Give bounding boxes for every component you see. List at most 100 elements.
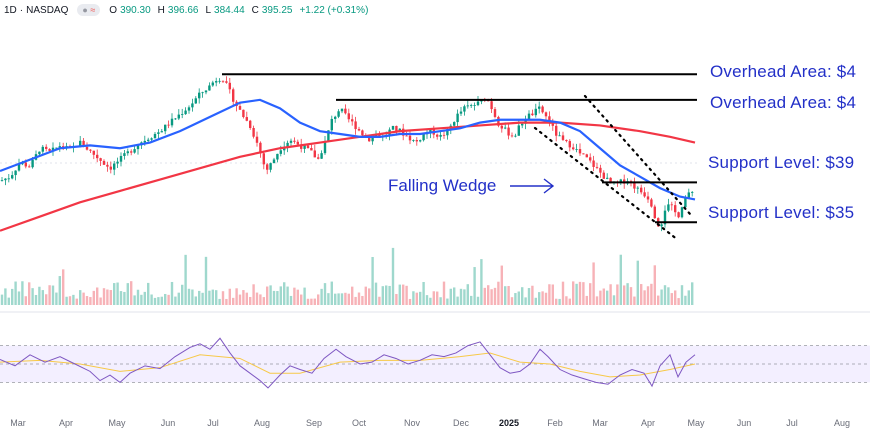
- candle-body: [116, 161, 119, 164]
- volume-bar: [473, 267, 476, 305]
- candle-body: [534, 108, 537, 116]
- volume-bar: [266, 286, 269, 305]
- candle-body: [391, 125, 395, 130]
- candle-body: [490, 101, 493, 110]
- volume-bar: [653, 265, 656, 305]
- volume-bar: [228, 288, 231, 305]
- candle-body: [470, 105, 473, 106]
- market-status-badge[interactable]: ● ≈: [77, 4, 101, 16]
- moving-average-fast-line: [0, 98, 696, 201]
- candle-body: [442, 134, 446, 136]
- volume-bar: [31, 288, 34, 305]
- candle-body: [150, 138, 153, 140]
- candle-body: [289, 140, 293, 143]
- volume-bar: [300, 294, 303, 305]
- volume-bar: [306, 298, 310, 305]
- candle-body: [147, 139, 150, 141]
- candle-body: [255, 136, 259, 143]
- volume-bar: [150, 294, 153, 305]
- volume-bar: [514, 293, 517, 305]
- candle-body: [109, 166, 112, 170]
- volume-bar: [626, 283, 629, 305]
- volume-bar: [612, 295, 616, 305]
- volume-bar: [531, 285, 534, 305]
- volume-bar: [164, 293, 167, 305]
- volume-bar: [578, 281, 582, 305]
- volume-bar: [119, 291, 123, 305]
- exchange: NASDAQ: [26, 4, 69, 16]
- candle-body: [330, 118, 333, 131]
- volume-bar: [388, 285, 391, 305]
- volume-bar: [136, 289, 140, 305]
- candle-body: [133, 149, 136, 153]
- candle-body: [48, 148, 51, 151]
- candle-body: [228, 82, 231, 90]
- symbol-header: 1D · NASDAQ ● ≈ O 390.30 H 396.66 L 384.44 …: [4, 4, 369, 16]
- volume-bar: [232, 297, 235, 305]
- volume-bar: [286, 286, 289, 305]
- candle-body: [320, 153, 323, 159]
- volume-bar: [453, 287, 456, 305]
- candle-body: [334, 116, 337, 119]
- volume-bar: [381, 286, 384, 305]
- volume-bar: [215, 290, 218, 305]
- volume-bar: [361, 295, 364, 305]
- x-axis-label-jun: Jun: [161, 418, 176, 428]
- x-axis-label-aug: Aug: [834, 418, 850, 428]
- candle-body: [0, 180, 4, 181]
- candle-body: [85, 146, 89, 150]
- volume-bar: [0, 294, 4, 305]
- volume-bar: [442, 281, 446, 305]
- volume-bar: [344, 292, 347, 305]
- candle-body: [368, 137, 371, 142]
- candle-body: [561, 135, 565, 140]
- candle-body: [41, 146, 44, 152]
- volume-bar: [153, 297, 157, 305]
- volume-bar: [521, 287, 524, 305]
- candle-body: [371, 136, 374, 142]
- volume-bar: [490, 289, 493, 305]
- x-axis-label-apr: Apr: [641, 418, 655, 428]
- volume-bar: [408, 298, 412, 305]
- candle-body: [687, 192, 690, 199]
- volume-bar: [524, 297, 527, 305]
- volume-bar: [568, 298, 571, 305]
- volume-bar: [21, 281, 24, 305]
- volume-bar: [218, 298, 221, 305]
- candle-body: [541, 106, 544, 113]
- candle-body: [225, 81, 228, 83]
- volume-bar: [113, 283, 116, 305]
- volume-bar: [24, 296, 27, 305]
- volume-bar: [551, 284, 554, 305]
- candle-body: [313, 150, 316, 158]
- volume-bar: [28, 282, 31, 305]
- candle-body: [558, 135, 561, 137]
- candle-body: [653, 206, 656, 219]
- volume-bar: [446, 298, 449, 305]
- candle-body: [266, 164, 269, 170]
- candle-body: [96, 154, 99, 159]
- candle-body: [568, 141, 571, 148]
- candle-body: [310, 147, 313, 151]
- volume-bar: [123, 291, 126, 305]
- x-axis-label-mar: Mar: [592, 418, 608, 428]
- volume-bar: [643, 290, 646, 305]
- candle-body: [184, 110, 187, 115]
- x-axis-label-nov: Nov: [404, 418, 421, 428]
- candle-body: [504, 127, 507, 129]
- volume-bar: [11, 288, 14, 305]
- candle-body: [340, 108, 344, 112]
- volume-bar: [439, 297, 442, 305]
- volume-bar: [504, 286, 507, 305]
- candle-body: [636, 187, 639, 189]
- volume-bar: [585, 295, 588, 305]
- candle-body: [663, 210, 667, 225]
- volume-bar: [99, 297, 102, 305]
- volume-bar: [463, 289, 466, 305]
- candle-body: [153, 133, 157, 139]
- volume-bar: [650, 283, 653, 305]
- volume-bar: [609, 284, 612, 305]
- volume-bar: [660, 289, 663, 305]
- rsi-ma-line: [0, 352, 696, 378]
